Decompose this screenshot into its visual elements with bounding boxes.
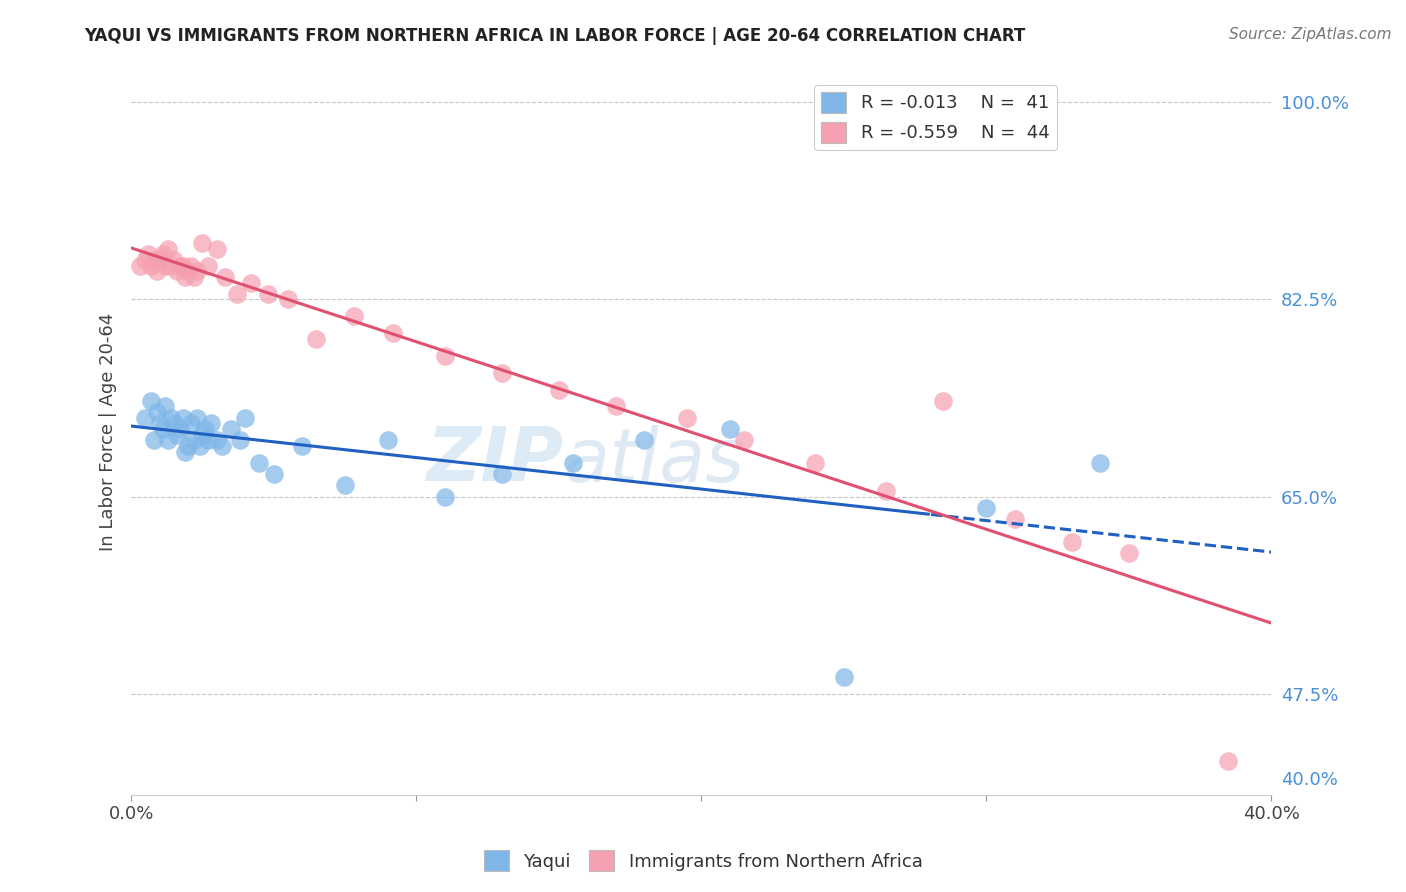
Point xyxy=(157,242,180,256)
Point xyxy=(157,434,180,448)
Point xyxy=(191,236,214,251)
Text: atlas: atlas xyxy=(564,425,745,497)
Point xyxy=(163,252,186,267)
Point xyxy=(333,478,356,492)
Point xyxy=(197,434,219,448)
Point xyxy=(377,434,399,448)
Point xyxy=(932,393,955,408)
Point xyxy=(382,326,405,341)
Point xyxy=(633,434,655,448)
Point xyxy=(166,264,188,278)
Point xyxy=(1088,456,1111,470)
Y-axis label: In Labor Force | Age 20-64: In Labor Force | Age 20-64 xyxy=(100,313,117,551)
Text: Source: ZipAtlas.com: Source: ZipAtlas.com xyxy=(1229,27,1392,42)
Point xyxy=(718,422,741,436)
Point xyxy=(141,259,163,273)
Point xyxy=(1218,754,1240,768)
Point xyxy=(160,259,183,273)
Point xyxy=(177,264,200,278)
Point xyxy=(205,242,228,256)
Point xyxy=(149,252,172,267)
Point xyxy=(138,247,160,261)
Point xyxy=(239,276,262,290)
Point xyxy=(249,456,271,470)
Point xyxy=(183,434,205,448)
Point xyxy=(305,332,328,346)
Point xyxy=(291,439,314,453)
Point xyxy=(733,434,755,448)
Point xyxy=(191,427,214,442)
Point xyxy=(163,417,186,431)
Legend: R = -0.013    N =  41, R = -0.559    N =  44: R = -0.013 N = 41, R = -0.559 N = 44 xyxy=(814,85,1057,150)
Point xyxy=(188,439,211,453)
Point xyxy=(166,427,188,442)
Point xyxy=(211,439,233,453)
Point xyxy=(277,293,299,307)
Point xyxy=(172,259,194,273)
Point xyxy=(197,259,219,273)
Point xyxy=(1060,534,1083,549)
Point xyxy=(342,310,364,324)
Point xyxy=(225,286,247,301)
Point xyxy=(146,405,169,419)
Point xyxy=(205,434,228,448)
Point xyxy=(169,259,191,273)
Point xyxy=(177,439,200,453)
Point xyxy=(169,422,191,436)
Point xyxy=(257,286,280,301)
Point xyxy=(155,259,177,273)
Point xyxy=(228,434,250,448)
Point xyxy=(155,400,177,414)
Point xyxy=(1004,512,1026,526)
Point xyxy=(804,456,827,470)
Point xyxy=(152,247,174,261)
Point xyxy=(146,264,169,278)
Point xyxy=(832,670,855,684)
Point xyxy=(214,269,236,284)
Point xyxy=(1118,546,1140,560)
Point xyxy=(149,417,172,431)
Point xyxy=(433,490,456,504)
Point xyxy=(174,269,197,284)
Legend: Yaqui, Immigrants from Northern Africa: Yaqui, Immigrants from Northern Africa xyxy=(477,843,929,879)
Point xyxy=(974,500,997,515)
Point xyxy=(491,366,513,380)
Point xyxy=(200,417,222,431)
Point xyxy=(143,434,166,448)
Point xyxy=(141,393,163,408)
Point xyxy=(491,467,513,481)
Point xyxy=(433,349,456,363)
Point xyxy=(219,422,242,436)
Point xyxy=(194,422,217,436)
Point xyxy=(875,483,897,498)
Point xyxy=(183,269,205,284)
Point xyxy=(605,400,627,414)
Text: YAQUI VS IMMIGRANTS FROM NORTHERN AFRICA IN LABOR FORCE | AGE 20-64 CORRELATION : YAQUI VS IMMIGRANTS FROM NORTHERN AFRICA… xyxy=(84,27,1025,45)
Point xyxy=(174,444,197,458)
Point xyxy=(233,410,256,425)
Point xyxy=(134,410,156,425)
Point xyxy=(143,252,166,267)
Point xyxy=(152,422,174,436)
Point xyxy=(186,410,208,425)
Point xyxy=(128,259,150,273)
Point xyxy=(180,259,202,273)
Point xyxy=(160,410,183,425)
Point xyxy=(186,264,208,278)
Point xyxy=(180,417,202,431)
Point xyxy=(134,252,156,267)
Point xyxy=(676,410,699,425)
Point xyxy=(561,456,583,470)
Text: ZIP: ZIP xyxy=(427,425,564,498)
Point xyxy=(172,410,194,425)
Point xyxy=(547,383,569,397)
Point xyxy=(263,467,285,481)
